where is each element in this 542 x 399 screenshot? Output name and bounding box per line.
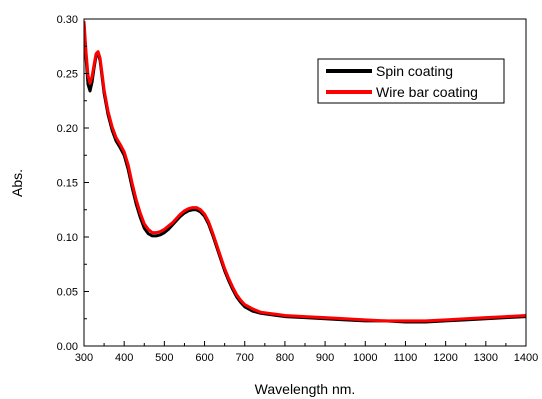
- legend: Spin coating Wire bar coating: [317, 58, 505, 104]
- y-tick-label: 0.15: [57, 178, 78, 190]
- y-tick-label: 0.20: [57, 123, 78, 135]
- series-line-wire-bar-coating: [84, 21, 526, 323]
- x-tick-label: 400: [115, 352, 133, 364]
- x-tick-label: 1400: [514, 352, 538, 364]
- x-tick-label: 700: [236, 352, 254, 364]
- y-tick-label: 0.25: [57, 69, 78, 81]
- x-tick-label: 500: [155, 352, 173, 364]
- y-tick-label: 0.30: [57, 14, 78, 26]
- legend-label-wire-bar-coating: Wire bar coating: [376, 84, 478, 100]
- series-layer: [84, 21, 526, 324]
- y-tick-label: 0.05: [57, 287, 78, 299]
- x-tick-label: 800: [276, 352, 294, 364]
- y-tick-label: 0.10: [57, 232, 78, 244]
- x-tick-label: 1300: [474, 352, 498, 364]
- x-tick-label: 1100: [394, 352, 418, 364]
- legend-label-spin-coating: Spin coating: [376, 63, 453, 79]
- x-tick-label: 1000: [353, 352, 377, 364]
- x-tick-label: 900: [316, 352, 334, 364]
- x-tick-label: 300: [75, 352, 93, 364]
- x-axis-ticks: 300 400 500 600 700 800 900 1000 1100 1200 1300 140…: [75, 341, 538, 364]
- y-tick-label: 0.00: [57, 341, 78, 353]
- y-axis-title: Abs.: [9, 169, 25, 197]
- legend-box: [317, 58, 505, 104]
- y-axis-ticks: 0.00 0.05 0.10 0.15 0.20 0.25 0.30: [57, 14, 89, 353]
- x-tick-label: 1200: [433, 352, 457, 364]
- x-tick-label: 600: [195, 352, 213, 364]
- x-axis-title: Wavelength nm.: [255, 381, 356, 397]
